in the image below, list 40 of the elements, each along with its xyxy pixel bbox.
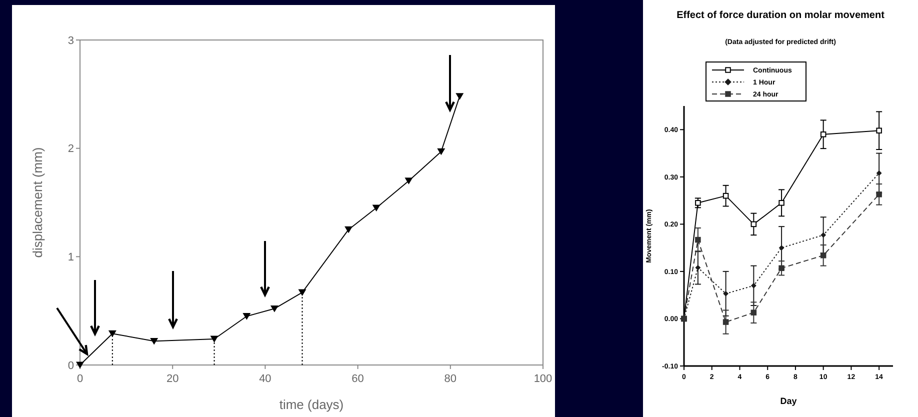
point bbox=[876, 128, 882, 134]
point bbox=[876, 170, 882, 176]
x-tick-label: 80 bbox=[444, 373, 457, 385]
y-tick-label: 0 bbox=[68, 360, 74, 372]
point bbox=[298, 289, 306, 296]
point bbox=[404, 178, 413, 184]
x-tick-label: 40 bbox=[259, 373, 272, 385]
x-tick-label: 60 bbox=[352, 373, 364, 385]
point bbox=[820, 131, 826, 138]
point bbox=[695, 236, 701, 243]
point bbox=[108, 330, 116, 338]
point bbox=[778, 200, 784, 206]
point bbox=[723, 290, 729, 296]
point bbox=[722, 192, 729, 199]
point bbox=[437, 148, 446, 156]
y-tick-label: 2 bbox=[68, 143, 74, 156]
point bbox=[722, 319, 729, 325]
point bbox=[270, 305, 278, 312]
point bbox=[750, 310, 757, 316]
point bbox=[695, 264, 701, 270]
x-axis-title: Day bbox=[780, 396, 797, 406]
x-tick-label: 0 bbox=[76, 373, 84, 385]
x-tick-label: 20 bbox=[166, 373, 179, 385]
point bbox=[820, 232, 826, 238]
point bbox=[778, 245, 784, 251]
y-tick-label: 3 bbox=[68, 34, 74, 47]
x-axis-title: time (days) bbox=[279, 397, 344, 412]
point bbox=[695, 200, 701, 206]
point bbox=[242, 313, 251, 320]
x-tick-label: 100 bbox=[534, 373, 552, 385]
point bbox=[76, 362, 84, 369]
chart-title: Effect of force duration on molar movement bbox=[676, 10, 886, 21]
point bbox=[456, 93, 464, 100]
point bbox=[750, 282, 756, 288]
point bbox=[372, 204, 380, 212]
y-axis-title: displacement (mm) bbox=[30, 147, 45, 258]
y-tick-label: 1 bbox=[68, 252, 74, 264]
point bbox=[150, 338, 158, 345]
point bbox=[344, 226, 353, 234]
point bbox=[750, 221, 757, 228]
